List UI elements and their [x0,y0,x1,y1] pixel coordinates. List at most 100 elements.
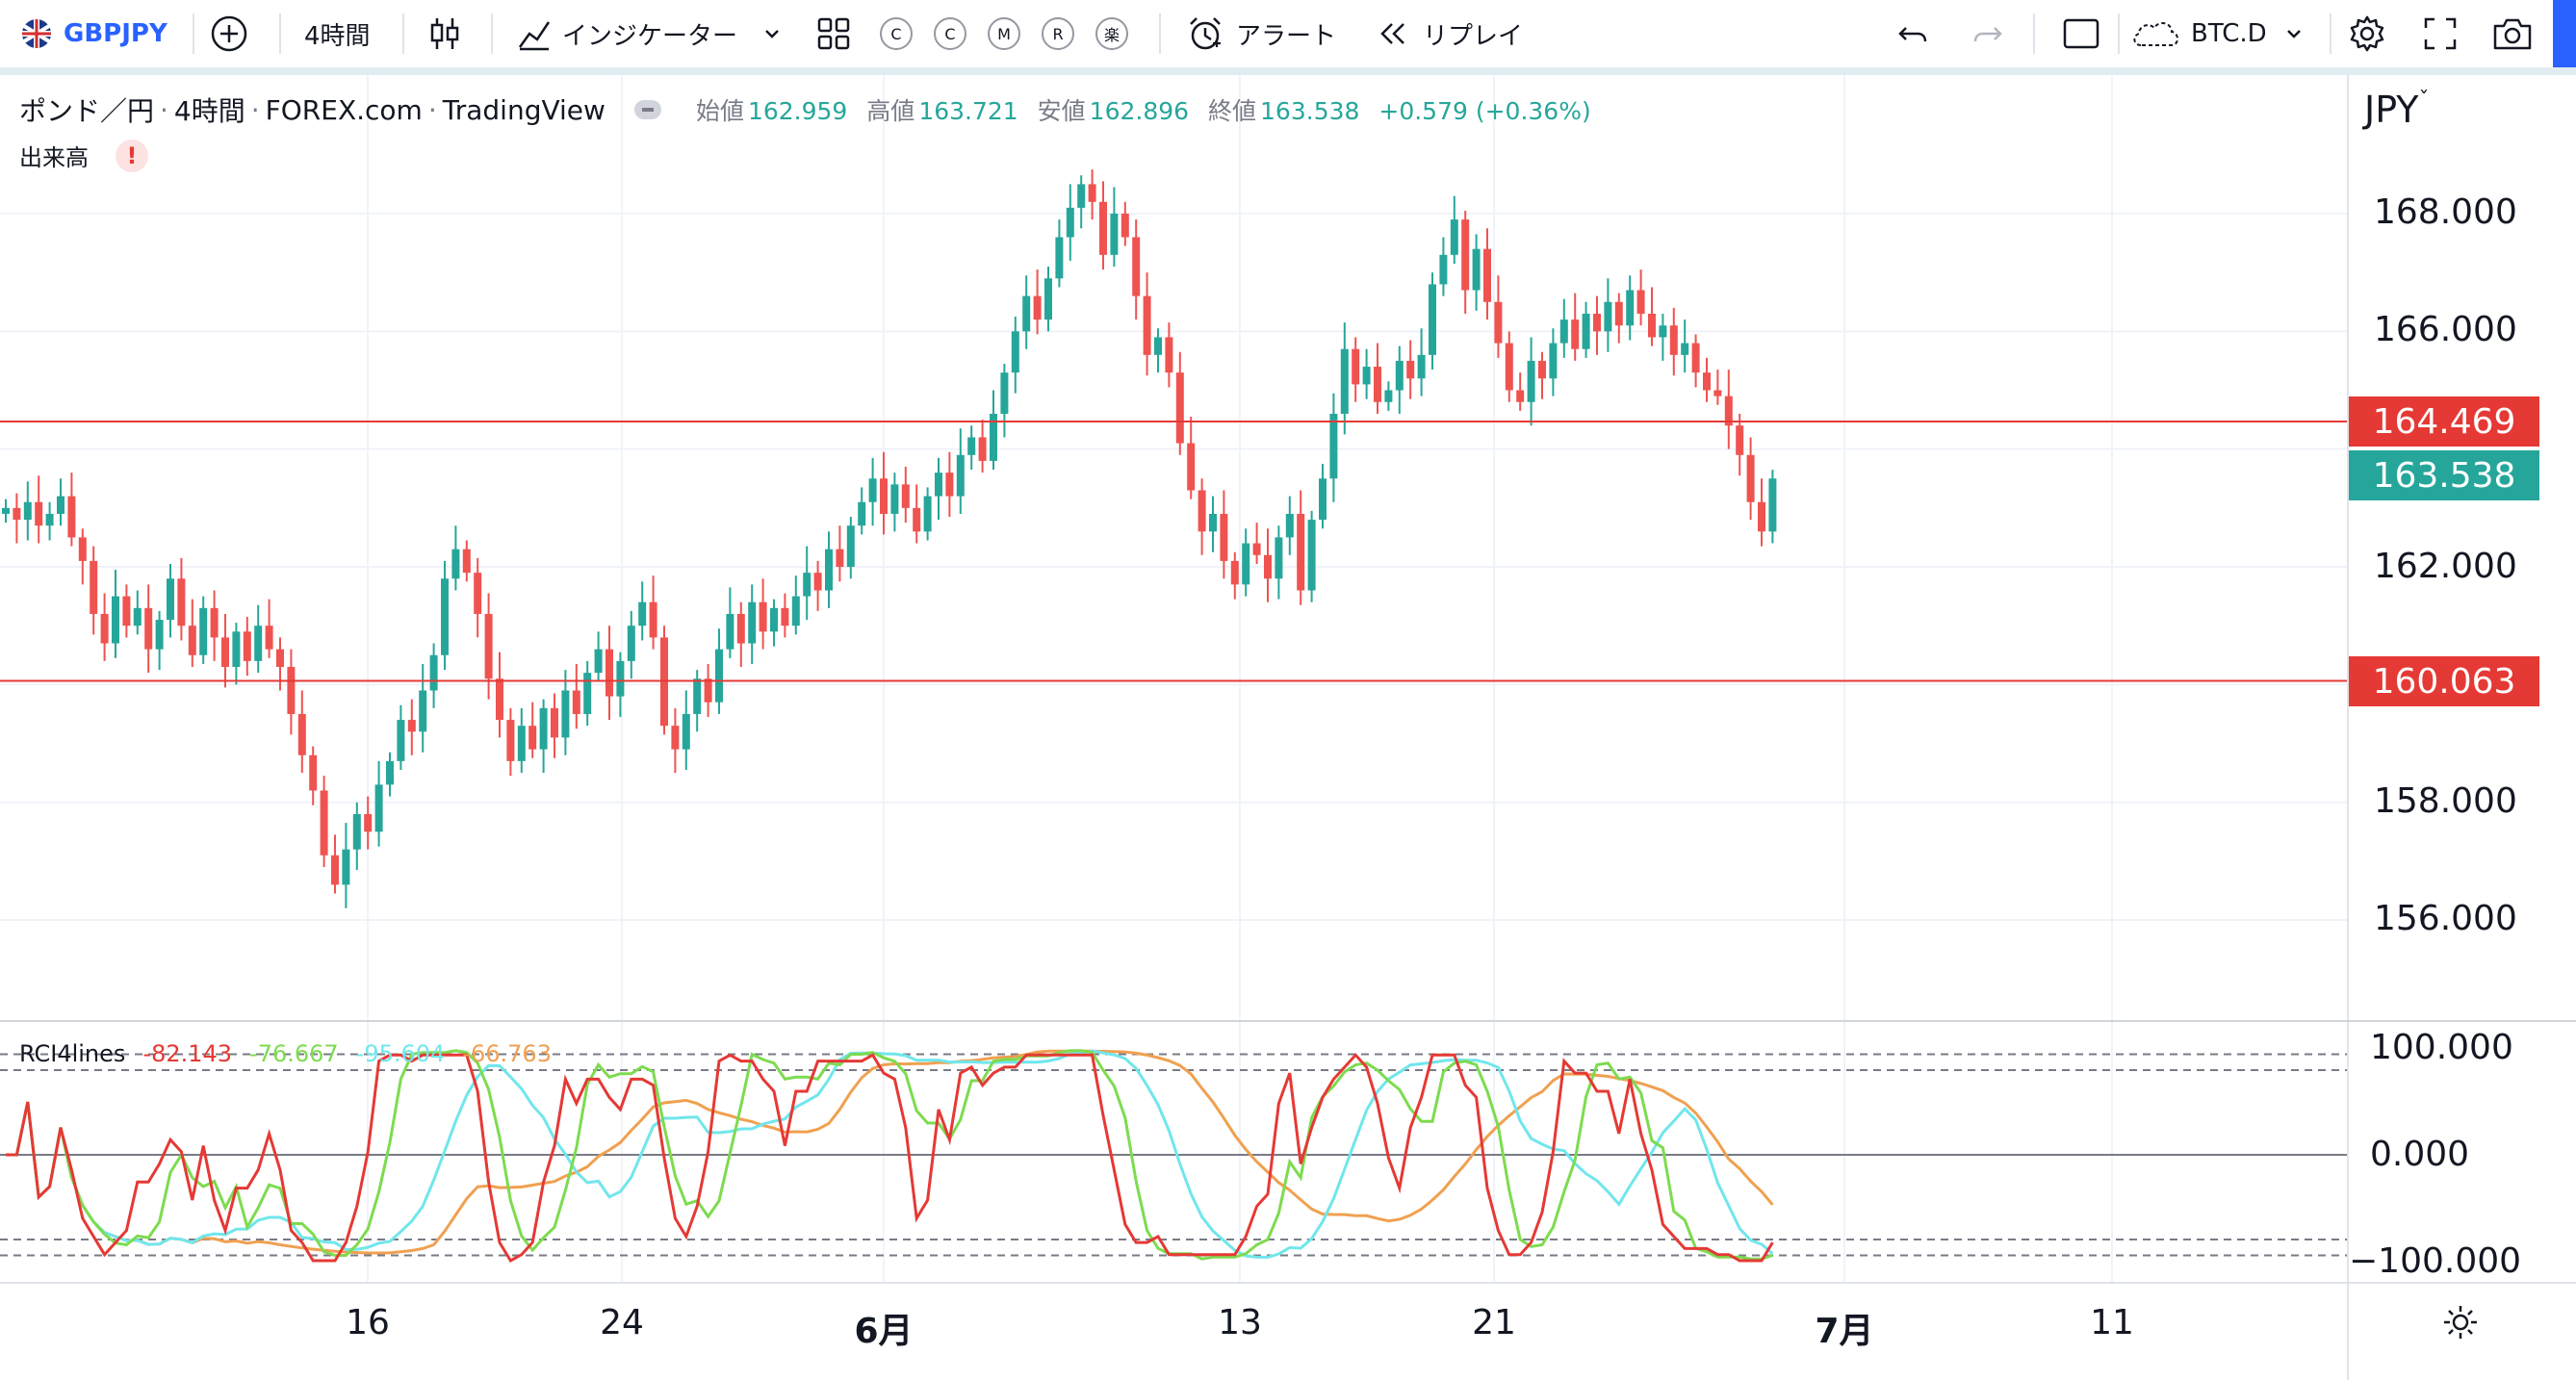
warning-icon[interactable]: ! [116,139,148,172]
open-label: 始値 [695,97,744,125]
symbol-search-button[interactable]: GBPJPY [17,0,167,67]
time-tick: 16 [346,1303,390,1342]
candle-body [1636,290,1645,314]
favorite-indicator-c1[interactable]: C [880,0,913,67]
legend-interval: 4時間 [173,95,245,127]
fullscreen-icon [2424,17,2457,50]
candle-body [1626,290,1635,326]
candle-body [199,607,208,655]
interval-button[interactable]: 4時間 [304,0,371,67]
favorite-indicator-c2[interactable]: C [934,0,966,67]
candle-body [1669,325,1678,355]
candle-body [23,501,32,521]
candle-body [1055,237,1064,279]
chart-type-button[interactable] [427,0,462,67]
settings-button[interactable] [2347,0,2387,67]
market-status-pill[interactable] [633,100,661,119]
upper-line-price-badge[interactable]: 164.469 [2349,396,2539,447]
compare-add-button[interactable] [208,0,250,67]
layout-name-button[interactable]: BTC.D [2129,0,2306,67]
rci-value-2: -76.667 [249,1040,339,1067]
candle-body [1132,237,1141,296]
main-series-legend[interactable]: ポンド／円 · 4時間 · FOREX.com · TradingView 始値… [19,90,1591,129]
chart-canvas[interactable] [0,75,2576,1380]
candle-body [561,690,570,738]
price-tick: 168.000 [2374,192,2517,232]
candle-body [1516,390,1525,402]
time-tick: 6月 [854,1312,914,1351]
candle-body [364,813,373,832]
candle-body [913,507,921,532]
candle-body [627,626,635,661]
candle-body [1121,214,1129,238]
candle-body [638,601,647,626]
favorite-indicator-raku[interactable]: 楽 [1095,0,1128,67]
pane-separator[interactable] [0,1020,2576,1022]
candle-body [704,678,712,703]
candle-body [1395,360,1404,391]
volume-legend[interactable]: 出来高 ! [19,139,148,172]
rci-value-4: -66.763 [462,1040,552,1067]
candle-body [232,631,241,668]
favorite-indicator-m[interactable]: M [988,0,1020,67]
candle-body [1077,184,1086,208]
toolbar-divider-band [0,67,2576,75]
quick-button-label: 楽 [1095,17,1128,50]
layout-select-button[interactable] [2062,0,2100,67]
candle-body [1143,295,1151,355]
candle-body [462,549,471,574]
undo-button[interactable] [1896,0,1931,67]
sun-icon [2444,1306,2477,1339]
candle-body [13,507,21,521]
interval-label: 4時間 [304,21,371,51]
candle-body [1549,343,1558,379]
high-value: 163.721 [918,97,1018,125]
price-axis-border [2347,75,2349,1380]
candle-body [45,513,54,526]
candle-body [1066,207,1074,238]
candle-body [693,678,702,714]
candle-body [836,549,844,568]
rci-name: RCI4lines [19,1040,126,1067]
currency-selector[interactable]: JPYˇ [2364,89,2430,131]
redo-button[interactable] [1970,0,2004,67]
replay-button[interactable]: リプレイ [1377,0,1523,67]
fullscreen-button[interactable] [2422,0,2459,67]
candle-body [1329,413,1338,479]
rci-legend[interactable]: RCI4lines -82.143 -76.667 -95.604 -66.76… [19,1040,552,1067]
candle-body [1604,301,1612,332]
time-tick: 21 [1472,1303,1516,1342]
candle-body [1099,201,1107,255]
candle-body [1175,372,1184,444]
candle-body [551,707,558,738]
candle-body [956,454,965,497]
candle-body [825,549,833,591]
close-label: 終値 [1208,97,1257,125]
close-value: 163.538 [1260,97,1360,125]
rci-axis-tick: 0.000 [2370,1135,2470,1174]
candle-body [605,649,613,697]
candle-body [517,726,526,761]
alarm-clock-icon [1190,17,1221,50]
templates-button[interactable] [816,0,851,67]
candle-body [429,654,438,691]
candle-body [1033,295,1042,320]
legend-broker: FOREX.com [265,93,423,126]
alert-button[interactable]: アラート [1186,0,1336,67]
rectangle-icon [2063,18,2099,49]
candle-body [1275,537,1283,579]
favorite-indicator-r[interactable]: R [1042,0,1074,67]
screenshot-button[interactable] [2491,0,2534,67]
candle-body [112,596,119,644]
theme-toggle-button[interactable] [2441,1303,2480,1345]
candle-body [1362,367,1371,385]
lower-line-price-badge[interactable]: 160.063 [2349,656,2539,706]
indicators-button[interactable]: インジケーター [516,0,784,67]
candle-body [1187,443,1196,491]
chevron-down-icon [2286,30,2301,38]
candle-body [35,501,43,526]
candle-body [78,537,87,561]
candle-body [100,613,109,644]
candle-body [715,649,723,703]
candle-body [155,620,164,650]
